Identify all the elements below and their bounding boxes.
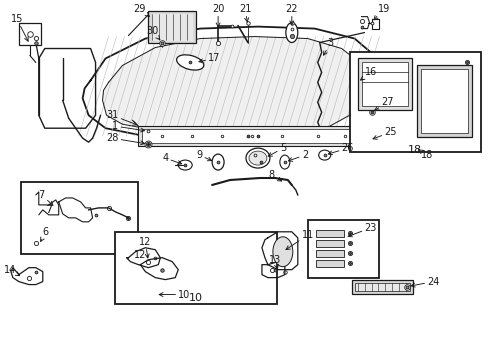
Bar	[115, 232, 276, 303]
Ellipse shape	[272, 237, 292, 267]
Bar	[315, 260, 343, 267]
Text: 16: 16	[360, 67, 376, 80]
Text: 6: 6	[41, 227, 49, 242]
Text: 27: 27	[374, 97, 393, 110]
Bar	[152, 14, 192, 40]
Text: 18: 18	[407, 145, 422, 155]
Text: 20: 20	[211, 4, 224, 27]
Ellipse shape	[318, 150, 330, 160]
Ellipse shape	[178, 160, 192, 170]
Text: 5: 5	[268, 143, 285, 156]
Text: 9: 9	[196, 150, 211, 161]
Bar	[361, 62, 407, 106]
Text: 17: 17	[199, 54, 220, 63]
Bar	[19, 23, 41, 45]
Text: 23: 23	[347, 223, 376, 237]
Text: 10: 10	[189, 293, 203, 302]
Text: 28: 28	[106, 133, 144, 145]
Bar	[315, 250, 343, 257]
Polygon shape	[39, 49, 95, 128]
Text: 19: 19	[373, 4, 389, 20]
Bar	[351, 280, 412, 293]
Text: 22: 22	[285, 4, 298, 25]
Text: 3: 3	[323, 37, 333, 55]
Text: 15: 15	[10, 14, 28, 41]
Text: 26: 26	[327, 143, 353, 155]
Ellipse shape	[245, 148, 269, 168]
Text: 30: 30	[146, 26, 160, 40]
Bar	[354, 283, 409, 291]
Text: 13: 13	[268, 255, 281, 269]
Ellipse shape	[212, 154, 224, 170]
Ellipse shape	[285, 23, 297, 42]
Text: 12: 12	[134, 250, 146, 260]
Text: 31: 31	[106, 110, 137, 125]
Bar	[315, 240, 343, 247]
Text: 4: 4	[162, 153, 181, 165]
Text: 11: 11	[285, 230, 313, 249]
Text: 24: 24	[410, 276, 439, 287]
Ellipse shape	[248, 151, 266, 165]
Text: 1: 1	[112, 121, 144, 132]
Bar	[357, 58, 411, 110]
Text: 10: 10	[159, 289, 190, 300]
Ellipse shape	[176, 55, 203, 70]
Polygon shape	[102, 37, 364, 136]
Bar	[142, 129, 358, 143]
Text: 12: 12	[139, 237, 151, 258]
Text: 14: 14	[3, 265, 20, 276]
Text: 7: 7	[45, 205, 52, 215]
Text: 2: 2	[288, 150, 307, 161]
Text: 8: 8	[268, 170, 281, 181]
Bar	[148, 11, 196, 42]
Polygon shape	[82, 27, 381, 144]
Text: 21: 21	[238, 4, 251, 22]
Bar	[21, 182, 138, 254]
Text: 29: 29	[133, 4, 149, 16]
Ellipse shape	[279, 155, 289, 169]
Text: 7: 7	[39, 190, 53, 205]
Text: 25: 25	[372, 127, 396, 139]
Bar	[307, 220, 379, 278]
Bar	[315, 230, 343, 237]
Bar	[138, 126, 362, 146]
Bar	[421, 69, 467, 133]
Text: 18: 18	[418, 150, 433, 160]
Bar	[416, 66, 471, 137]
Bar	[349, 53, 480, 152]
Polygon shape	[152, 14, 192, 40]
